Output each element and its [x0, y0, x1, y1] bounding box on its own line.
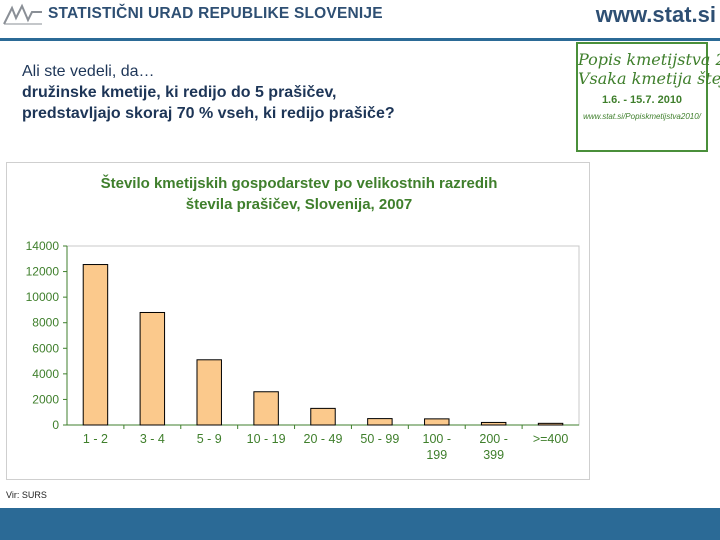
x-tick-label: 20 - 49	[304, 432, 343, 446]
bar	[82, 264, 109, 426]
y-tick-label: 4000	[32, 367, 59, 381]
x-tick-label: 100 -	[423, 432, 452, 446]
chart-title-line-2: števila prašičev, Slovenija, 2007	[185, 196, 413, 213]
chart-title-line-1: Število kmetijskih gospodarstev po velik…	[100, 175, 498, 192]
y-tick-label: 12000	[26, 265, 60, 279]
source-note: Vir: SURS	[6, 490, 47, 500]
surs-logo-icon	[3, 3, 42, 25]
y-tick-label: 8000	[32, 316, 59, 330]
bar	[480, 421, 507, 426]
census-title: Popis kmetijstva 2010	[578, 50, 720, 69]
chart-title: Število kmetijskih gospodarstev po velik…	[7, 173, 591, 215]
census-dates: 1.6. - 15.7. 2010	[601, 94, 683, 106]
intro-line-3: predstavljajo skoraj 70 % vseh, ki redij…	[22, 105, 395, 122]
intro-text: Ali ste vedeli, da… družinske kmetije, k…	[22, 61, 562, 124]
header-divider	[0, 38, 720, 41]
bar	[139, 311, 166, 426]
y-tick-label: 0	[52, 418, 59, 432]
y-tick-label: 2000	[32, 392, 59, 406]
organization-name: STATISTIČNI URAD REPUBLIKE SLOVENIJE	[48, 5, 383, 22]
intro-line-2: družinske kmetije, ki redijo do 5 prašič…	[22, 84, 337, 101]
bar	[367, 418, 393, 426]
census-slogan: Vsaka kmetija šteje!	[578, 69, 720, 88]
x-tick-label: 1 - 2	[83, 432, 108, 446]
x-tick-label: >=400	[533, 432, 569, 446]
footer-bar	[0, 508, 720, 540]
website-link[interactable]: www.stat.si	[595, 2, 716, 27]
x-tick-label: 10 - 19	[247, 432, 286, 446]
y-tick-label: 14000	[26, 239, 60, 253]
x-tick-label: 200 -	[479, 432, 508, 446]
bar-chart: 0 2000 4000 6000 8000 10000 12000 14000 1 - 2 3 -…	[26, 239, 580, 462]
bar	[537, 422, 564, 426]
intro-question: Ali ste vedeli, da…	[22, 63, 155, 80]
census-url[interactable]: www.stat.si/Popiskmetijstva2010/	[583, 112, 701, 121]
x-tick-label: 5 - 9	[197, 432, 222, 446]
census-banner[interactable]: Popis kmetijstva 2010 Vsaka kmetija štej…	[576, 42, 720, 152]
y-tick-label: 6000	[32, 341, 59, 355]
bar	[424, 418, 450, 426]
chart-container: Število kmetijskih gospodarstev po velik…	[6, 162, 590, 480]
y-tick-label: 10000	[26, 290, 60, 304]
bar	[196, 359, 222, 426]
header: STATISTIČNI URAD REPUBLIKE SLOVENIJE www…	[0, 0, 720, 41]
x-tick-label: 399	[483, 448, 504, 462]
bar	[310, 407, 336, 426]
bar	[253, 391, 279, 426]
x-tick-label: 3 - 4	[140, 432, 165, 446]
x-tick-label: 50 - 99	[360, 432, 399, 446]
x-tick-label: 199	[426, 448, 447, 462]
